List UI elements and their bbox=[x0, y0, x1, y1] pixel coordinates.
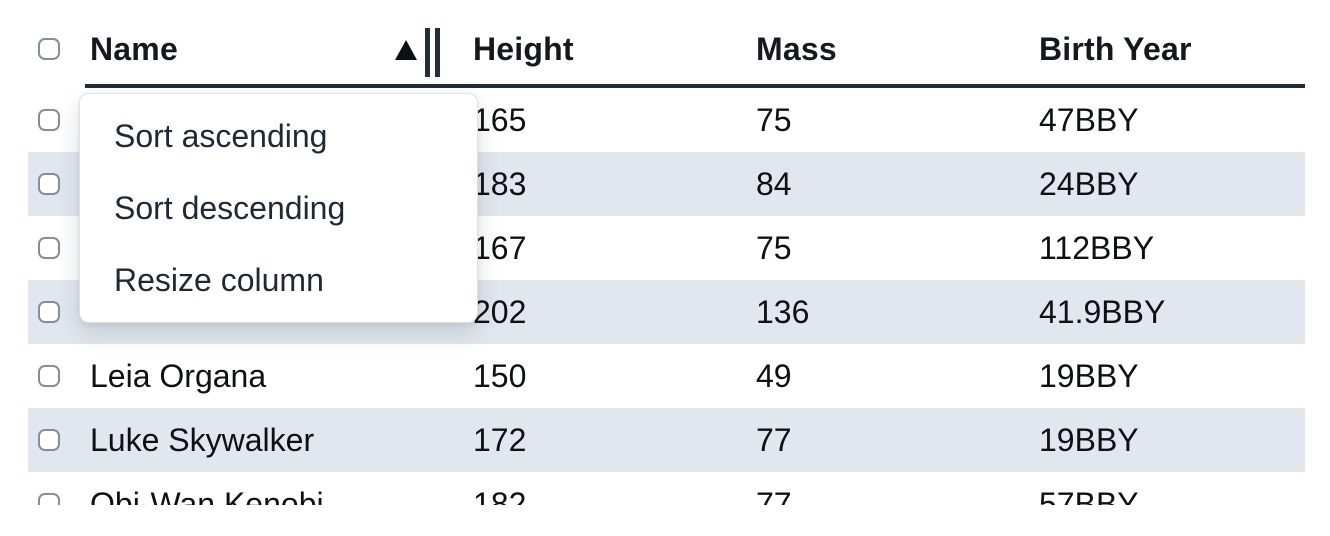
cell-birth-year: 47BBY bbox=[1039, 101, 1139, 138]
cell-mass: 49 bbox=[756, 357, 792, 394]
cell-height: 150 bbox=[473, 357, 527, 394]
table-row: Obi-Wan Kenobi 182 77 57BBY bbox=[28, 472, 1305, 505]
cell-birth-year: 19BBY bbox=[1039, 421, 1139, 458]
cell-mass: 75 bbox=[756, 101, 792, 138]
cell-birth-year: 57BBY bbox=[1039, 485, 1139, 506]
cell-mass: 84 bbox=[756, 165, 792, 202]
menu-item-sort-ascending[interactable]: Sort ascending bbox=[114, 117, 328, 154]
column-header-birth-year[interactable]: Birth Year bbox=[1006, 14, 1305, 88]
cell-height: 183 bbox=[473, 165, 527, 202]
column-header-mass-label: Mass bbox=[756, 30, 837, 67]
cell-height: 172 bbox=[473, 421, 527, 458]
menu-item-resize-column[interactable]: Resize column bbox=[114, 261, 324, 298]
cell-mass: 136 bbox=[756, 293, 810, 330]
row-checkbox[interactable] bbox=[38, 301, 60, 323]
cell-name: Luke Skywalker bbox=[90, 421, 315, 458]
column-header-height[interactable]: Height bbox=[440, 14, 723, 88]
row-checkbox[interactable] bbox=[38, 429, 60, 451]
table-row: Luke Skywalker 172 77 19BBY bbox=[28, 408, 1305, 472]
cell-mass: 77 bbox=[756, 421, 792, 458]
column-resize-handle-icon[interactable] bbox=[425, 28, 440, 77]
table-row: 167 75 112BBY bbox=[28, 216, 1305, 280]
column-header-mass[interactable]: Mass bbox=[723, 14, 1006, 88]
cell-height: 167 bbox=[473, 229, 527, 266]
column-header-height-label: Height bbox=[473, 30, 574, 67]
row-checkbox[interactable] bbox=[38, 173, 60, 195]
data-table: Name Height Mass Birth Year bbox=[28, 0, 1305, 505]
cell-birth-year: 112BBY bbox=[1039, 229, 1155, 266]
column-context-menu: Sort ascending Sort descending Resize co… bbox=[79, 93, 478, 323]
cell-mass: 75 bbox=[756, 229, 792, 266]
cell-mass: 77 bbox=[756, 485, 792, 506]
row-checkbox[interactable] bbox=[38, 365, 60, 387]
select-all-checkbox[interactable] bbox=[38, 38, 60, 60]
cell-birth-year: 24BBY bbox=[1039, 165, 1139, 202]
menu-item-sort-descending[interactable]: Sort descending bbox=[114, 189, 346, 226]
column-header-birth-year-label: Birth Year bbox=[1039, 30, 1192, 67]
row-checkbox[interactable] bbox=[38, 493, 60, 505]
cell-height: 182 bbox=[473, 485, 527, 506]
cell-height: 202 bbox=[473, 293, 527, 330]
cell-name: Obi-Wan Kenobi bbox=[90, 485, 324, 506]
table-header-row: Name Height Mass Birth Year bbox=[28, 0, 1305, 88]
table-viewport: Name Height Mass Birth Year bbox=[28, 0, 1305, 505]
row-checkbox[interactable] bbox=[38, 237, 60, 259]
column-header-name-label: Name bbox=[90, 30, 178, 67]
table-row: 165 75 47BBY bbox=[28, 88, 1305, 152]
select-all-header-cell bbox=[28, 14, 85, 88]
table-row: Leia Organa 150 49 19BBY bbox=[28, 344, 1305, 408]
column-header-name[interactable]: Name bbox=[85, 14, 440, 88]
cell-name: Leia Organa bbox=[90, 357, 267, 394]
row-checkbox[interactable] bbox=[38, 109, 60, 131]
cell-height: 165 bbox=[473, 101, 527, 138]
sort-ascending-icon bbox=[395, 40, 417, 60]
cell-birth-year: 41.9BBY bbox=[1039, 293, 1166, 330]
cell-birth-year: 19BBY bbox=[1039, 357, 1139, 394]
